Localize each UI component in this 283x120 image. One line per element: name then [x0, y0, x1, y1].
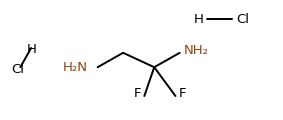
Text: H: H: [27, 43, 37, 56]
Text: Cl: Cl: [11, 63, 24, 76]
Text: H₂N: H₂N: [63, 61, 88, 74]
Text: H: H: [193, 13, 203, 26]
Text: F: F: [133, 87, 141, 100]
Text: F: F: [179, 87, 186, 100]
Text: Cl: Cl: [236, 13, 249, 26]
Text: NH₂: NH₂: [183, 44, 208, 57]
